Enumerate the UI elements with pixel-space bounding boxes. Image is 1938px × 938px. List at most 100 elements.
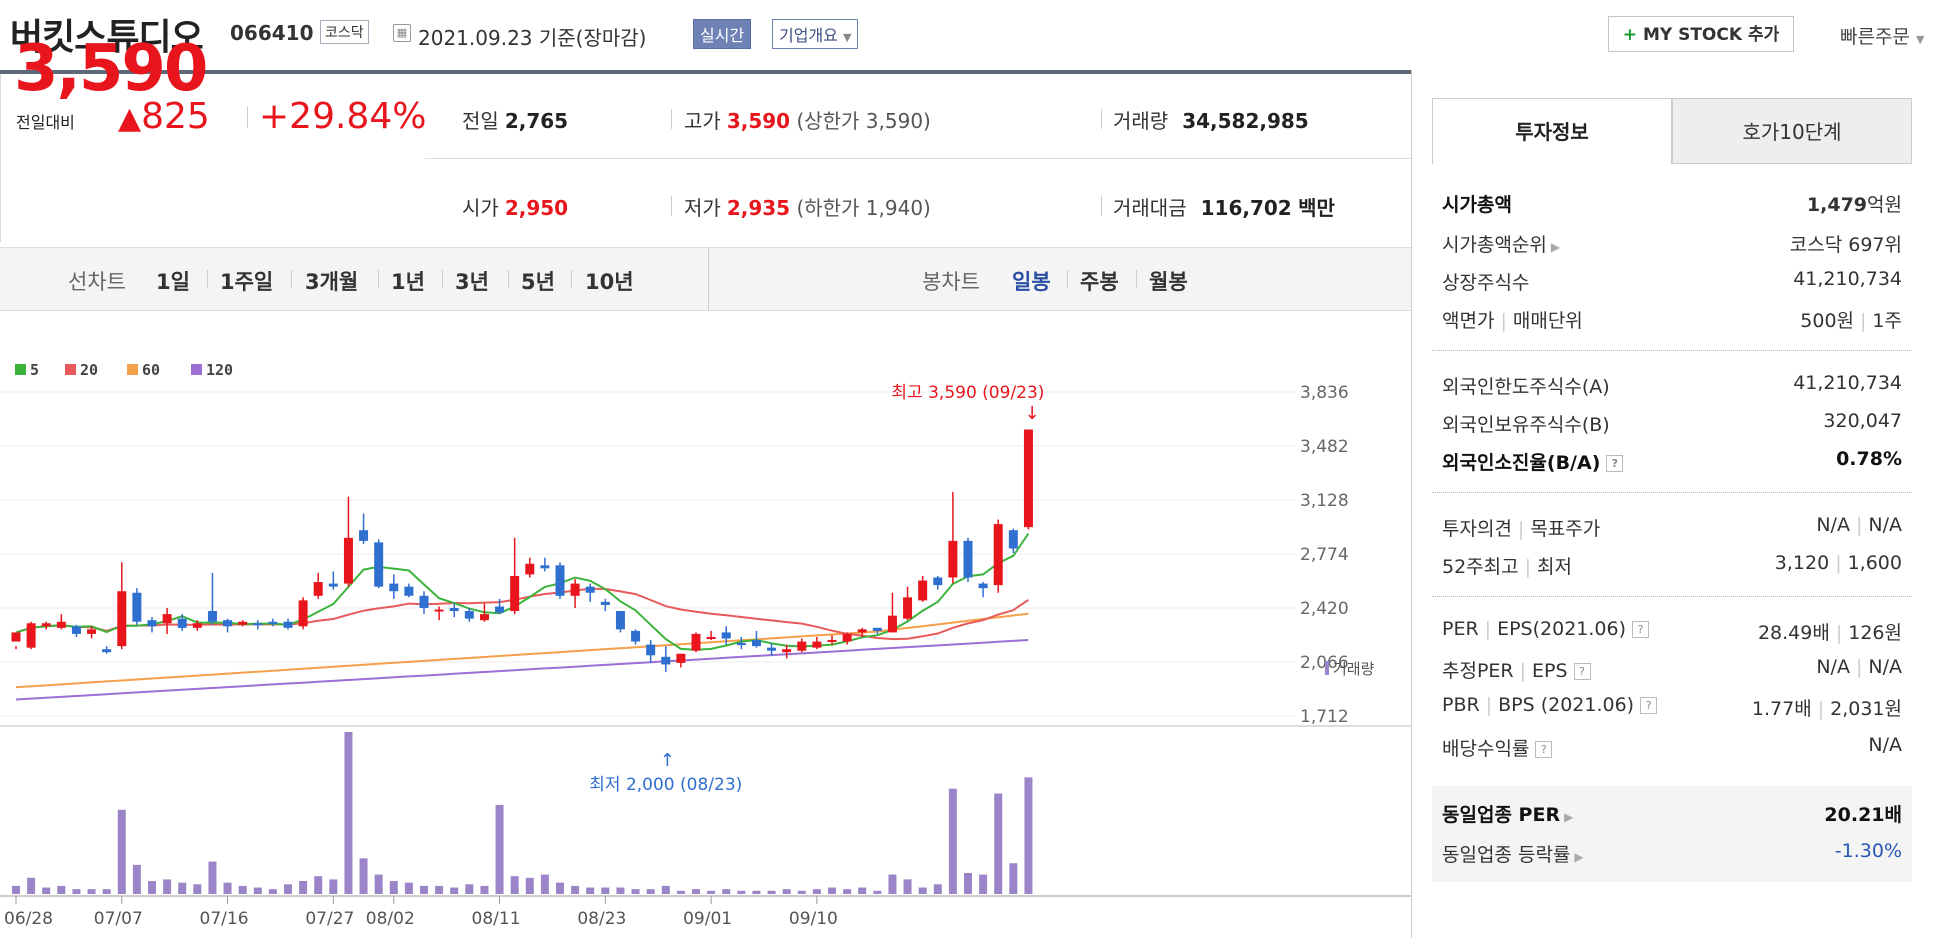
candle-body	[842, 633, 852, 642]
realtime-button[interactable]: 실시간	[693, 19, 752, 49]
help-icon[interactable]: ?	[1606, 455, 1624, 472]
volume-bar	[465, 884, 474, 894]
volume-bar	[1024, 777, 1033, 894]
peer-rate-link[interactable]: 동일업종 등락률	[1442, 844, 1571, 866]
quick-order-button[interactable]: 빠른주문 ▼	[1840, 26, 1925, 48]
divider	[442, 270, 443, 288]
range-10y[interactable]: 10년	[585, 270, 634, 294]
candle-body	[495, 606, 505, 613]
volume-bar	[450, 887, 459, 894]
volume-bar	[918, 887, 927, 894]
candle-body	[857, 629, 867, 633]
volume-bar	[828, 887, 836, 894]
help-icon[interactable]: ?	[1573, 663, 1591, 680]
cap-rank-link[interactable]: 시가총액순위	[1442, 234, 1547, 256]
y-tick-label: 1,712	[1300, 707, 1349, 727]
volume-bar	[404, 882, 413, 894]
legend-swatch-ma20	[65, 364, 76, 375]
peer-info-box	[1432, 786, 1912, 882]
candle-body	[328, 583, 338, 587]
my-stock-add-button[interactable]: + MY STOCK 추가	[1608, 16, 1794, 52]
volume-bar	[389, 881, 398, 894]
volume-bar	[601, 887, 610, 894]
candle-body	[570, 583, 580, 596]
divider	[1432, 596, 1912, 597]
tab-investment-info[interactable]: 투자정보	[1432, 98, 1672, 164]
tab-order-book[interactable]: 호가10단계	[1672, 98, 1912, 164]
range-3m[interactable]: 3개월	[305, 270, 359, 294]
volume-bar	[903, 879, 912, 894]
divider	[291, 270, 292, 288]
volume: 거래량 34,582,985	[1113, 109, 1309, 133]
help-icon[interactable]: ?	[1640, 697, 1658, 714]
volume-bar	[42, 887, 51, 894]
corp-info-dropdown[interactable]: 기업개요 ▼	[772, 19, 859, 49]
volume-bar	[314, 876, 323, 894]
help-icon[interactable]: ?	[1632, 621, 1649, 638]
candle-body	[963, 540, 973, 578]
legend-label-ma20: 20	[80, 361, 98, 379]
candle-body	[374, 542, 384, 587]
candle-body	[782, 649, 792, 653]
volume-bar	[102, 889, 111, 894]
volume-bar	[858, 887, 867, 894]
candle-body	[691, 633, 701, 651]
candle-body	[978, 583, 988, 589]
candle-body	[525, 563, 535, 575]
price-box	[0, 74, 426, 242]
volume-bar	[797, 890, 806, 894]
candle-body	[102, 649, 112, 653]
candle-body	[751, 640, 761, 647]
legend-label-ma120: 120	[206, 361, 233, 379]
caret-right-icon: ▶	[1574, 850, 1584, 864]
volume-bar	[646, 889, 655, 894]
range-3y[interactable]: 3년	[455, 270, 489, 294]
x-tick-label: 09/01	[683, 909, 732, 929]
volume-bar	[1009, 863, 1018, 894]
range-1d[interactable]: 1일	[156, 270, 190, 294]
volume-bar	[948, 788, 957, 894]
help-icon[interactable]: ?	[1535, 741, 1553, 758]
divider	[1067, 270, 1068, 288]
volume-bar	[979, 874, 988, 894]
candle-body	[646, 644, 656, 656]
range-weekly[interactable]: 주봉	[1080, 270, 1119, 294]
range-5y[interactable]: 5년	[521, 270, 555, 294]
candle-body	[615, 611, 625, 630]
range-monthly[interactable]: 월봉	[1149, 270, 1188, 294]
volume-bar	[964, 872, 972, 894]
candle-body	[223, 620, 233, 627]
volume-bar	[374, 874, 383, 894]
price-chart[interactable]: 5 20 60 120 3,836 3,482 3,128 2,774 2,420 2,066 1…	[0, 318, 1411, 938]
ma5-line	[15, 533, 1030, 651]
candle-body	[1008, 530, 1018, 549]
volume-bar	[193, 884, 202, 894]
volume-bar	[420, 885, 428, 894]
peer-per-link[interactable]: 동일업종 PER	[1442, 804, 1561, 826]
candle-body	[177, 618, 187, 628]
volume-bar	[435, 885, 444, 894]
candle-body	[1023, 429, 1033, 528]
volume-bar	[299, 881, 308, 894]
candle-body	[343, 537, 353, 584]
volume-bar	[284, 884, 292, 894]
volume-bar	[571, 885, 580, 894]
divider	[378, 270, 379, 288]
y-tick-label: 2,774	[1300, 545, 1349, 565]
divider	[1432, 492, 1912, 493]
divider	[1136, 270, 1137, 288]
divider	[1101, 196, 1102, 216]
y-tick-label: 3,836	[1300, 383, 1349, 403]
range-1y[interactable]: 1년	[391, 270, 425, 294]
change-label: 전일대비	[16, 113, 75, 132]
volume-bar	[480, 885, 489, 894]
caret-right-icon: ▶	[1550, 240, 1561, 254]
range-1w[interactable]: 1주일	[220, 270, 274, 294]
low-arrow-icon: ↑	[660, 750, 675, 771]
change-amount: ▲825	[118, 96, 210, 137]
line-chart-label: 선차트	[68, 270, 126, 294]
range-daily[interactable]: 일봉	[1012, 270, 1051, 294]
candle-body	[933, 577, 943, 586]
volume-bar	[329, 879, 338, 894]
candle-body	[313, 582, 323, 596]
